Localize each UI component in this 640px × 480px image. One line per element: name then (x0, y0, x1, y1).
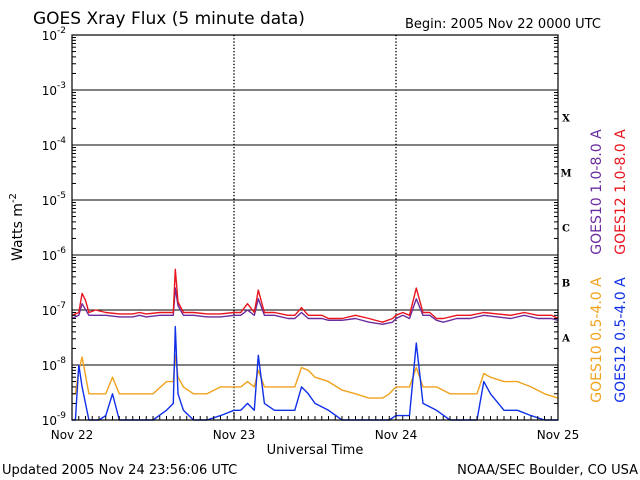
y-axis-title-exp: -2 (8, 193, 19, 203)
series-line-2 (72, 354, 559, 399)
y-tick-label: 10-6 (42, 246, 67, 263)
y-tick-exponent: -2 (57, 26, 66, 36)
chart-title: GOES Xray Flux (5 minute data) (33, 9, 305, 29)
series-line-3 (72, 325, 558, 421)
series-lines (71, 268, 559, 421)
y-axis-title-base: Watts m (10, 203, 26, 261)
updated-timestamp: Updated 2005 Nov 24 23:56:06 UTC (2, 463, 237, 478)
y-tick-base: 10 (42, 139, 57, 153)
y-tick-label: 10-2 (42, 26, 66, 43)
y-tick-base: 10 (42, 414, 57, 428)
flare-class-a: A (561, 334, 570, 345)
flare-class-b: B (562, 279, 570, 290)
flare-class-labels: X M C B A (560, 114, 571, 345)
flare-class-m: M (560, 169, 571, 180)
y-tick-label: 10-4 (42, 136, 67, 153)
y-tick-label: 10-9 (42, 411, 67, 428)
y-tick-label: 10-7 (42, 301, 66, 318)
flare-class-x: X (562, 114, 570, 125)
legend-entry-1: GOES12 1.0-8.0 A (613, 129, 629, 255)
y-tick-label: 10-5 (42, 191, 66, 208)
legend: GOES10 1.0-8.0 A GOES12 1.0-8.0 A GOES10 0… (589, 129, 629, 403)
y-tick-base: 10 (42, 29, 57, 43)
source-credit: NOAA/SEC Boulder, CO USA (457, 463, 638, 478)
legend-entry-0: GOES10 1.0-8.0 A (589, 129, 605, 255)
y-tick-base: 10 (42, 249, 57, 263)
begin-time-label: Begin: 2005 Nov 22 0000 UTC (405, 17, 601, 32)
y-tick-exponent: -6 (57, 246, 66, 256)
x-tick-label: Nov 24 (375, 428, 418, 442)
flare-class-c: C (562, 224, 570, 235)
y-tick-base: 10 (42, 194, 57, 208)
y-tick-exponent: -3 (57, 81, 66, 91)
x-tick-label: Nov 25 (537, 428, 580, 442)
x-axis-title: Universal Time (267, 443, 364, 458)
plot-frame (71, 34, 559, 421)
legend-entry-3: GOES12 0.5-4.0 A (613, 277, 629, 403)
series-line-1 (71, 268, 559, 323)
grid (72, 34, 558, 421)
y-tick-exponent: -5 (57, 191, 66, 201)
series-line-0 (71, 287, 559, 325)
legend-entry-2: GOES10 0.5-4.0 A (589, 277, 605, 403)
y-tick-base: 10 (42, 304, 57, 318)
y-tick-exponent: -7 (57, 301, 66, 311)
y-tick-exponent: -8 (57, 356, 66, 366)
y-tick-base: 10 (42, 359, 57, 373)
y-tick-base: 10 (42, 84, 57, 98)
y-tick-label: 10-3 (42, 81, 66, 98)
y-tick-exponent: -9 (57, 411, 66, 421)
x-tick-label: Nov 23 (213, 428, 256, 442)
x-axis-ticks: Nov 22 Nov 23 Nov 24 Nov 25 (51, 412, 580, 442)
x-tick-label: Nov 22 (51, 428, 94, 442)
y-axis-ticks: 10-210-310-410-510-610-710-810-9 (42, 26, 558, 428)
y-tick-exponent: -4 (57, 136, 66, 146)
y-axis-title: Watts m-2 (8, 193, 26, 261)
y-tick-label: 10-8 (42, 356, 67, 373)
